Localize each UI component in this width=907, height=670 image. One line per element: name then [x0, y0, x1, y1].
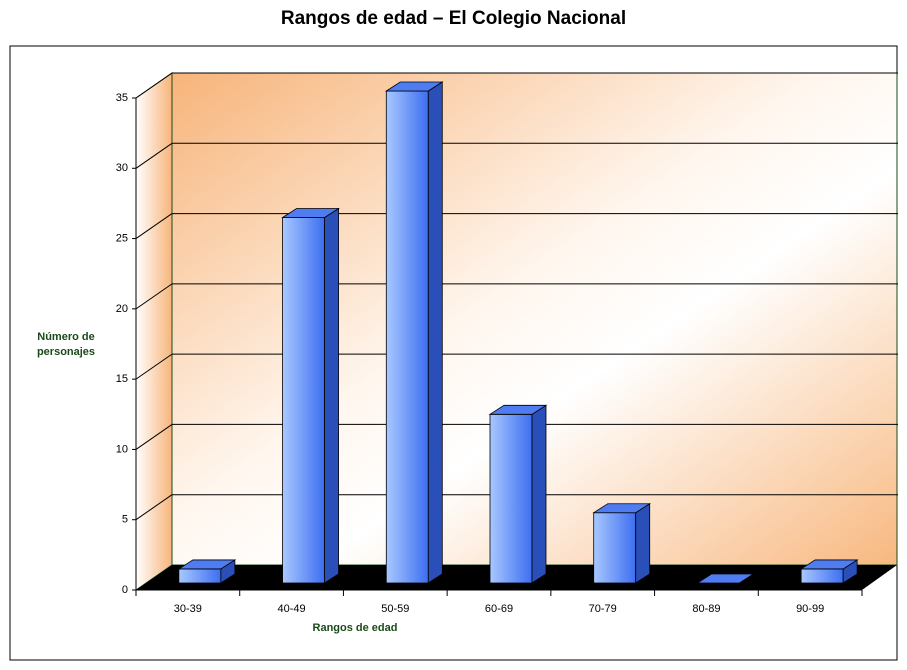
bar-front [489, 413, 533, 584]
y-tick-label: 0 [122, 584, 128, 596]
y-tick-label: 30 [116, 162, 128, 174]
x-tick-label: 90-99 [796, 603, 824, 615]
x-tick-label: 70-79 [589, 603, 617, 615]
bar-top [177, 559, 237, 570]
bar-top [696, 573, 755, 584]
x-tick-label: 60-69 [485, 603, 513, 615]
x-tick-label: 50-59 [381, 603, 409, 615]
bar-side [324, 207, 339, 584]
bar-front [178, 568, 222, 584]
bar-front [593, 512, 637, 584]
bar-side [635, 502, 651, 584]
bar-front [282, 217, 325, 584]
grid-line [135, 142, 173, 169]
bar-top [384, 81, 444, 92]
grid-line [135, 213, 173, 239]
bar-side [427, 81, 443, 584]
grid-line [135, 72, 173, 99]
grid-line [135, 424, 173, 450]
y-tick-label: 10 [116, 443, 128, 455]
bar-front [385, 90, 429, 584]
bar-side [531, 404, 547, 584]
chart-title: Rangos de edad – El Colegio Nacional [280, 8, 627, 29]
y-axis-label: Número de personajes [36, 331, 96, 358]
x-tick-label: 30-39 [174, 603, 202, 615]
x-axis-label: Rangos de edad [313, 622, 398, 634]
side-wall [135, 72, 173, 591]
x-tick-label: 80-89 [692, 603, 720, 615]
y-tick-label: 20 [116, 303, 128, 315]
grid-line [135, 353, 173, 380]
y-tick-label: 25 [116, 232, 128, 244]
grid-line [135, 494, 173, 521]
bar-top [799, 559, 859, 570]
bar-top [281, 208, 340, 218]
bar-top [592, 503, 652, 514]
bar-front [800, 568, 844, 584]
y-tick-label: 15 [116, 373, 128, 385]
grid-line [135, 283, 173, 310]
y-tick-label: 5 [122, 514, 128, 526]
bar-top [488, 404, 548, 415]
x-tick-label: 40-49 [278, 603, 306, 615]
y-tick-label: 35 [116, 92, 128, 104]
